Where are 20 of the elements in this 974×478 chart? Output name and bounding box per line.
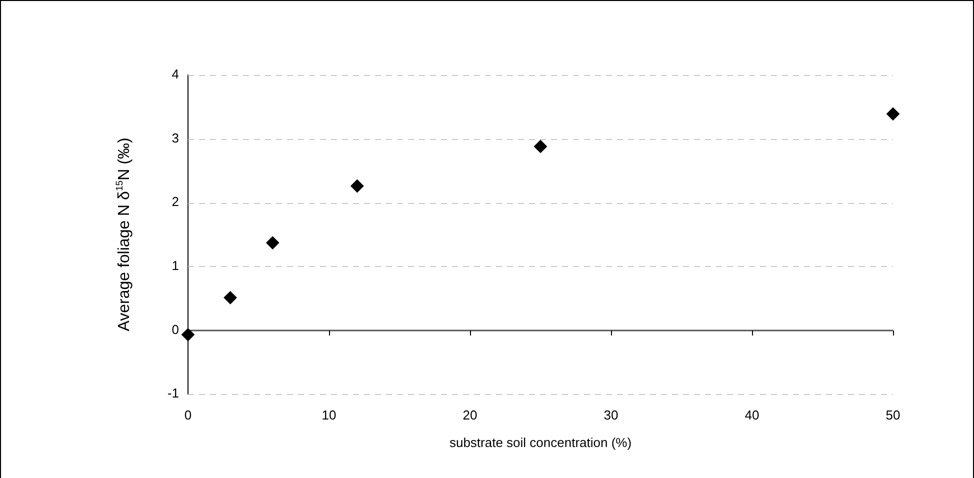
point [224, 291, 237, 304]
y-axis-title: Average foliage N δ15N (‰) [114, 138, 133, 332]
point [182, 328, 194, 342]
point [350, 180, 364, 193]
point [266, 236, 280, 250]
y-tick-label: 2 [172, 194, 179, 210]
point [534, 140, 547, 153]
y-tick-label: 4 [172, 66, 179, 82]
point [886, 107, 900, 120]
x-tick-label: 40 [744, 407, 760, 422]
x-tick-label: 0 [184, 407, 192, 422]
y-tick-label: 0 [172, 322, 179, 337]
y-tick-label: -1 [167, 386, 179, 401]
x-tick-label: 20 [462, 407, 478, 422]
y-tick-label: 1 [172, 258, 179, 273]
x-axis-title: substrate soil concentration (%) [449, 435, 632, 450]
x-tick-label: 30 [604, 407, 618, 422]
x-tick-label: 50 [886, 407, 900, 422]
y-tick-label: 3 [172, 130, 179, 146]
x-tick-label: 10 [322, 407, 336, 422]
